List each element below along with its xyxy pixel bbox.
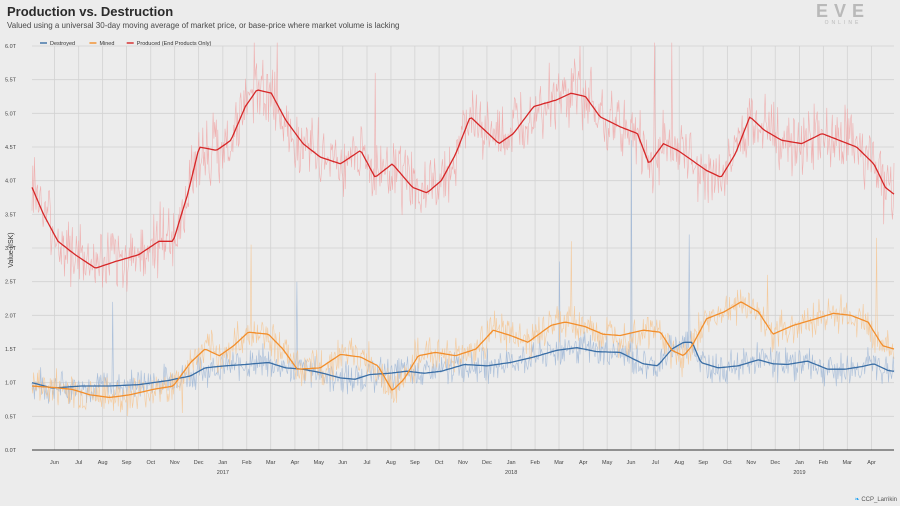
x-tick-label: Mar — [843, 460, 853, 466]
x-tick-label: Aug — [386, 460, 396, 466]
chart-title: Production vs. Destruction — [7, 4, 174, 19]
x-tick-label: Apr — [291, 460, 300, 466]
x-tick-label: Nov — [746, 460, 756, 466]
x-tick-label: Oct — [435, 460, 444, 466]
twitter-bird-icon: ❧ — [854, 497, 860, 503]
raw-series-layer — [31, 42, 895, 417]
x-tick-label: Jul — [652, 460, 659, 466]
x-tick-label: Apr — [579, 460, 588, 466]
x-tick-label: Nov — [458, 460, 468, 466]
x-tick-label: Jan — [795, 460, 804, 466]
series-line — [31, 301, 895, 399]
x-tick-label: Jul — [363, 460, 370, 466]
x-tick-label: Dec — [194, 460, 204, 466]
x-tick-label: Jan — [507, 460, 516, 466]
y-tick-label: 2.5T — [5, 280, 17, 286]
x-year-label: 2019 — [793, 470, 805, 476]
credit-handle: CCP_Larrikin — [861, 497, 897, 503]
smoothed-series-layer — [31, 89, 895, 399]
legend-label: Destroyed — [50, 41, 75, 47]
x-tick-label: Dec — [770, 460, 780, 466]
logo-main-text: EVE — [815, 1, 870, 21]
series-line — [31, 89, 895, 269]
legend-label: Produced (End Products Only) — [137, 41, 212, 47]
eve-online-logo: EVE ONLINE — [816, 2, 870, 26]
x-year-label: 2018 — [505, 470, 517, 476]
chart-axes: 0.0T 0.5T 1.0T 1.5T 2.0T 2.5T 3.0T 3.5T 4.0T 4.5T… — [5, 44, 894, 476]
author-credit: ❧ CCP_Larrikin — [855, 496, 897, 503]
x-tick-label: Jun — [627, 460, 636, 466]
x-tick-label: Jun — [50, 460, 59, 466]
y-tick-label: 3.0T — [5, 246, 17, 252]
x-tick-label: Oct — [723, 460, 732, 466]
x-tick-label: Oct — [146, 460, 155, 466]
y-axis-label: Value (ISK) — [8, 232, 15, 267]
y-tick-label: 3.5T — [5, 212, 17, 218]
x-tick-label: Feb — [530, 460, 539, 466]
y-tick-label: 1.0T — [5, 381, 17, 387]
y-tick-label: 5.5T — [5, 78, 17, 84]
series-line — [31, 341, 895, 389]
x-tick-label: Aug — [674, 460, 684, 466]
logo-sub-text: ONLINE — [824, 20, 862, 26]
x-tick-label: Feb — [242, 460, 251, 466]
x-tick-label: May — [602, 460, 613, 466]
raw-series-line — [31, 42, 895, 292]
x-tick-label: Sep — [122, 460, 132, 466]
y-tick-label: 4.0T — [5, 179, 17, 185]
x-tick-label: Apr — [867, 460, 876, 466]
y-tick-label: 0.0T — [5, 448, 17, 454]
y-tick-label: 4.5T — [5, 145, 17, 151]
x-tick-label: Dec — [482, 460, 492, 466]
x-tick-label: Nov — [170, 460, 180, 466]
y-tick-label: 1.5T — [5, 347, 17, 353]
x-tick-label: Mar — [266, 460, 276, 466]
x-tick-label: Jul — [75, 460, 82, 466]
chart-subtitle: Valued using a universal 30-day moving a… — [7, 21, 400, 30]
y-tick-label: 6.0T — [5, 44, 17, 50]
x-tick-label: Mar — [554, 460, 564, 466]
raw-series-line — [31, 237, 895, 417]
x-tick-label: Jun — [338, 460, 347, 466]
x-tick-label: Aug — [98, 460, 108, 466]
x-tick-label: Sep — [410, 460, 420, 466]
x-tick-label: Feb — [819, 460, 828, 466]
y-tick-label: 2.0T — [5, 313, 17, 319]
y-tick-label: 5.0T — [5, 111, 17, 117]
legend-label: Mined — [99, 41, 114, 47]
x-tick-label: Sep — [698, 460, 708, 466]
x-year-label: 2017 — [217, 470, 229, 476]
x-tick-label: May — [314, 460, 325, 466]
y-tick-label: 0.5T — [5, 414, 17, 420]
chart-legend: Destroyed Mined Produced (End Products Onl… — [40, 41, 211, 47]
x-tick-label: Jan — [218, 460, 227, 466]
